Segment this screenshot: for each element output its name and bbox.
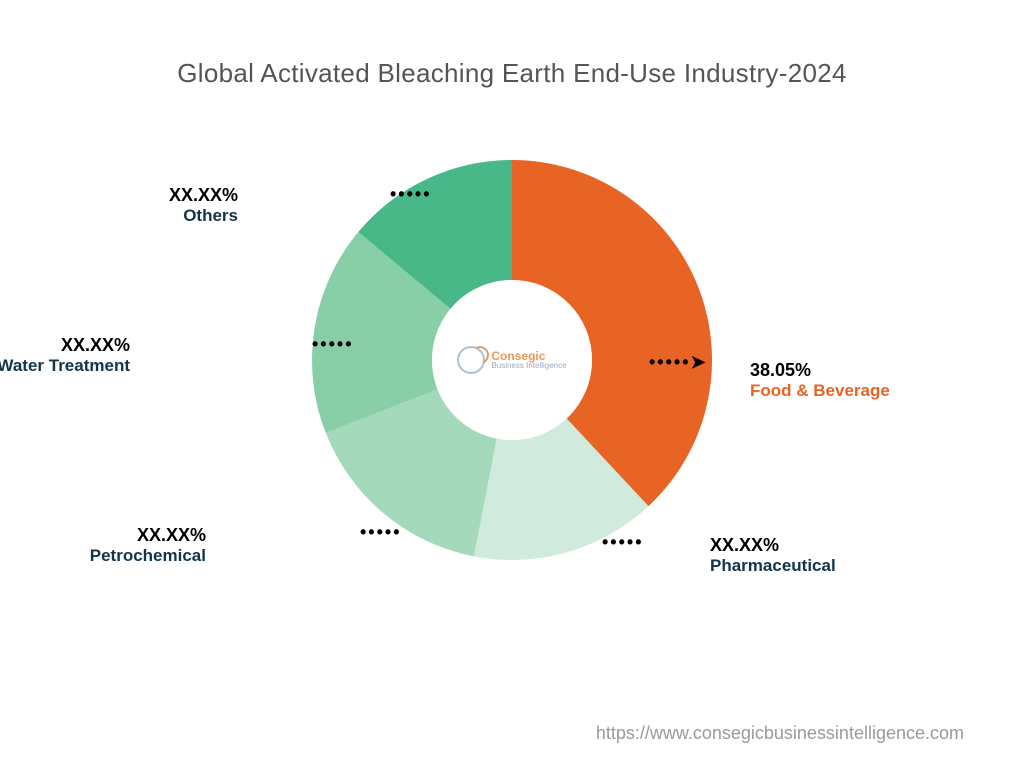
donut-center: Consegic Business Intelligence [432, 280, 592, 440]
center-logo: Consegic Business Intelligence [457, 346, 566, 374]
label-name-food_beverage: Food & Beverage [750, 381, 890, 401]
footer-url: https://www.consegicbusinessintelligence… [596, 723, 964, 744]
label-others: XX.XX%Others [58, 185, 238, 226]
leader-dots-water_treatment: ••••• [312, 334, 354, 355]
logo-text: Consegic Business Intelligence [491, 350, 566, 371]
chart-title: Global Activated Bleaching Earth End-Use… [0, 58, 1024, 89]
logo-subbrand: Business Intelligence [491, 362, 566, 370]
label-name-water_treatment: Water Treatment [0, 356, 130, 376]
leader-arrow-food_beverage: •••••➤ [649, 352, 708, 373]
label-name-petrochemical: Petrochemical [26, 546, 206, 566]
label-food_beverage: 38.05%Food & Beverage [750, 360, 890, 401]
label-pct-pharmaceutical: XX.XX% [710, 535, 836, 556]
label-pct-others: XX.XX% [58, 185, 238, 206]
label-pct-petrochemical: XX.XX% [26, 525, 206, 546]
leader-dots-petrochemical: ••••• [360, 522, 402, 543]
leader-dots-others: ••••• [390, 184, 432, 205]
logo-ring-icon [457, 346, 485, 374]
label-pct-water_treatment: XX.XX% [0, 335, 130, 356]
label-name-pharmaceutical: Pharmaceutical [710, 556, 836, 576]
label-petrochemical: XX.XX%Petrochemical [26, 525, 206, 566]
label-pharmaceutical: XX.XX%Pharmaceutical [710, 535, 836, 576]
leader-dots-pharmaceutical: ••••• [602, 532, 644, 553]
label-water_treatment: XX.XX%Water Treatment [0, 335, 130, 376]
label-name-others: Others [58, 206, 238, 226]
chart-container: Global Activated Bleaching Earth End-Use… [0, 0, 1024, 768]
label-pct-food_beverage: 38.05% [750, 360, 890, 381]
